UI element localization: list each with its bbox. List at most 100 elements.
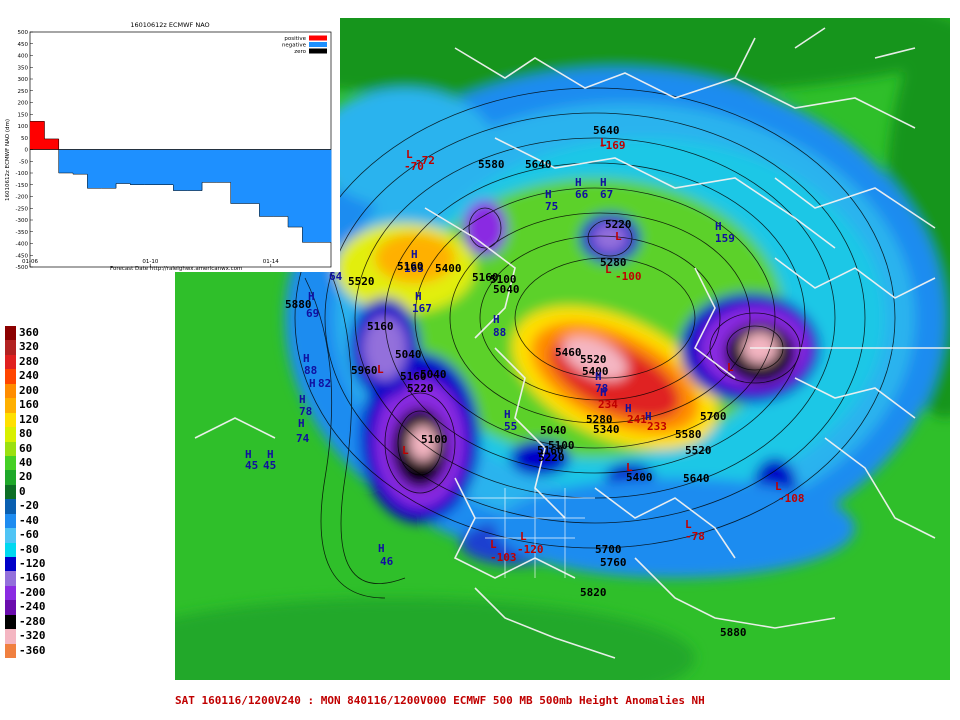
scale-label: 120 <box>19 412 39 426</box>
map-label: 78 <box>595 382 608 395</box>
scale-swatch <box>5 369 16 384</box>
map-label: 5880 <box>720 626 747 639</box>
nao-bar <box>288 149 303 228</box>
scale-swatch <box>5 326 16 341</box>
map-label: 5640 <box>683 472 710 485</box>
nao-y-tick-label: 450 <box>18 42 29 48</box>
map-label: 5100 <box>421 433 448 446</box>
nao-y-tick-label: 200 <box>18 101 29 107</box>
nao-bar <box>259 149 275 217</box>
scale-label: -280 <box>19 614 46 628</box>
scale-swatch <box>5 340 16 355</box>
scale-label: -80 <box>19 542 39 556</box>
scale-row: 360 <box>5 326 49 341</box>
scale-label: -160 <box>19 571 46 585</box>
map-label: 5160 <box>367 320 394 333</box>
map-label: 5580 <box>675 428 702 441</box>
map-label: 163 <box>404 262 424 275</box>
map-label: H <box>378 542 385 555</box>
scale-row: -360 <box>5 643 49 659</box>
map-label: 5100 <box>548 439 575 452</box>
scale-swatch <box>5 557 16 572</box>
nao-ylabel: 16010612z ECMWF NAO (dm) <box>5 119 11 201</box>
scale-row: -160 <box>5 571 49 586</box>
map-label: 5640 <box>593 124 620 137</box>
map-label: 88 <box>493 326 506 339</box>
scale-swatch <box>5 484 16 500</box>
nao-y-tick-label: -100 <box>16 171 29 177</box>
scale-swatch <box>5 643 16 659</box>
map-label: 64 <box>329 270 343 283</box>
nao-chart: 16010612z ECMWF NAO 16010612z ECMWF NAO … <box>0 18 340 272</box>
map-label: 5400 <box>435 262 462 275</box>
nao-y-axis: 500450400350300250200150100500-50-100-15… <box>16 30 33 271</box>
anomaly-shading <box>175 18 950 680</box>
map-label: L <box>520 530 527 543</box>
map-label: 67 <box>600 188 613 201</box>
nao-y-tick-label: 50 <box>21 136 28 142</box>
map-label: H <box>298 417 305 430</box>
scale-swatch <box>5 542 16 557</box>
map-label: H <box>415 290 422 303</box>
map-label: 5160 <box>537 444 564 457</box>
map-label: L <box>600 136 607 149</box>
scale-row: -60 <box>5 528 49 543</box>
scale-swatch <box>5 614 16 630</box>
scale-row: 120 <box>5 412 49 428</box>
scale-swatch <box>5 499 16 514</box>
nao-x-tick-label: 01-06 <box>22 259 38 265</box>
scale-row: -320 <box>5 629 49 644</box>
map-label: H <box>493 313 500 326</box>
map-label: 5520 <box>348 275 375 288</box>
nao-bar <box>202 149 217 183</box>
nao-y-tick-label: 500 <box>18 30 29 36</box>
scale-label: 240 <box>19 369 39 383</box>
map-label: -70 <box>404 160 424 173</box>
map-label: L <box>402 444 409 457</box>
map-label: H <box>545 188 552 201</box>
nao-y-tick-label: 300 <box>18 77 29 83</box>
map-label: 159 <box>715 232 735 245</box>
scale-row: 80 <box>5 427 49 442</box>
scale-label: 160 <box>19 398 39 412</box>
nao-legend-swatch <box>309 48 327 54</box>
nao-y-tick-label: 0 <box>25 148 29 154</box>
scale-row: 240 <box>5 369 49 384</box>
nao-bar <box>144 149 160 185</box>
nao-y-tick-label: -300 <box>16 218 29 224</box>
scale-row: -280 <box>5 614 49 630</box>
nao-bar <box>302 149 318 243</box>
scale-row: 40 <box>5 455 49 471</box>
scale-row: 200 <box>5 383 49 399</box>
map-label: 5400 <box>626 471 653 484</box>
map-label: L <box>377 363 384 376</box>
map-label: -108 <box>778 492 805 505</box>
nao-y-tick-label: -400 <box>16 242 29 248</box>
scale-label: -20 <box>19 499 39 513</box>
scale-row: -80 <box>5 542 49 557</box>
scale-label: -320 <box>19 629 46 643</box>
map-label: 74 <box>296 432 310 445</box>
map-label: 5700 <box>595 543 622 556</box>
nao-x-tick-label: 01-10 <box>142 259 158 265</box>
map-label: 5040 <box>420 368 447 381</box>
scale-swatch <box>5 470 16 485</box>
scale-label: 60 <box>19 441 33 455</box>
map-label: H <box>600 176 607 189</box>
map-label: 69 <box>306 307 319 320</box>
map-label: 45 <box>263 459 276 472</box>
scale-label: 20 <box>19 470 33 484</box>
scale-row: 0 <box>5 484 49 500</box>
anomaly-map: 5640 L -169 5580 5640 L -72 -70 H 75 H 66 H 67 H 159 522… <box>175 18 950 680</box>
scale-swatch <box>5 585 16 601</box>
map-label: 5280 <box>600 256 627 269</box>
map-label: 78 <box>299 405 312 418</box>
nao-step-line <box>30 121 331 243</box>
scale-label: 280 <box>19 354 39 368</box>
map-label: L <box>406 148 413 161</box>
map-label: -103 <box>490 551 517 564</box>
nao-title: 16010612z ECMWF NAO <box>130 21 209 29</box>
scale-label: 320 <box>19 340 39 354</box>
map-label: 5040 <box>493 283 520 296</box>
nao-legend-swatch <box>309 35 327 41</box>
